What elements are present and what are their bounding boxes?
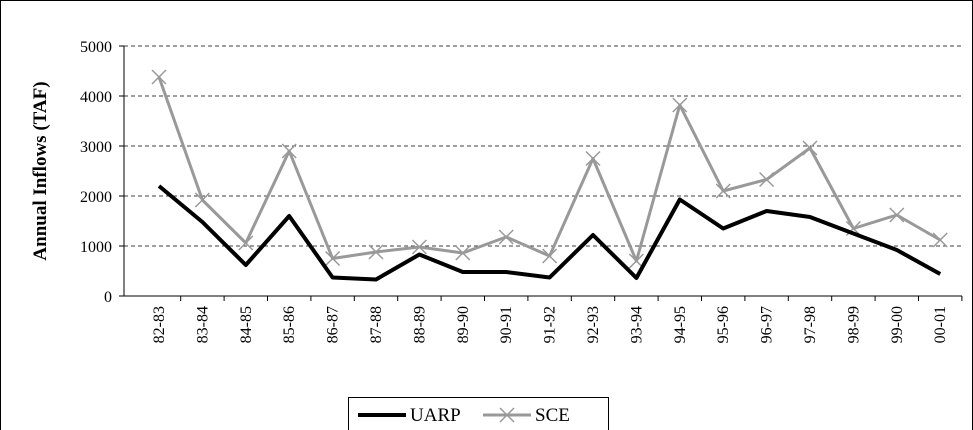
y-tick-label: 2000 — [80, 189, 112, 206]
marker — [542, 248, 558, 264]
marker — [889, 207, 905, 223]
marker — [281, 143, 297, 159]
legend-label: SCE — [535, 405, 570, 426]
marker — [238, 235, 254, 251]
x-tick-label: 97-98 — [802, 306, 819, 343]
x-tick-label: 89-90 — [455, 306, 472, 343]
x-tick-label: 90-91 — [498, 306, 515, 343]
x-tick-label: 85-86 — [281, 306, 298, 343]
x-tick-label: 96-97 — [759, 306, 776, 343]
marker — [411, 239, 427, 255]
marker — [759, 171, 775, 188]
x-tick-label: 99-00 — [889, 306, 906, 343]
x-tick-label: 86-87 — [325, 306, 342, 343]
marker — [325, 250, 341, 267]
x-tick-label: 83-84 — [194, 306, 211, 343]
marker — [932, 232, 948, 248]
marker — [194, 192, 210, 208]
legend-label: UARP — [410, 405, 461, 426]
y-tick-label: 4000 — [80, 89, 112, 106]
x-tick-label: 91-92 — [542, 306, 559, 343]
x-tick-label: 98-99 — [845, 306, 862, 343]
marker — [672, 97, 688, 113]
x-tick-label: 00-01 — [932, 306, 949, 343]
marker — [368, 244, 384, 260]
marker — [499, 407, 515, 423]
marker — [151, 69, 167, 85]
marker — [498, 229, 514, 245]
x-tick-label: 82-83 — [151, 306, 168, 343]
marker — [585, 150, 601, 167]
marker — [455, 245, 471, 261]
y-tick-label: 5000 — [80, 39, 112, 56]
y-tick-label: 1000 — [80, 239, 112, 256]
x-tick-label: 87-88 — [368, 306, 385, 343]
y-tick-label: 0 — [104, 289, 112, 306]
x-tick-label: 95-96 — [715, 306, 732, 343]
x-tick-label: 94-95 — [672, 306, 689, 343]
marker — [802, 140, 818, 156]
x-tick-label: 88-89 — [411, 306, 428, 343]
x-tick-label: 84-85 — [238, 306, 255, 343]
legend: UARP SCE — [348, 397, 609, 430]
y-tick-label: 3000 — [80, 139, 112, 156]
marker — [715, 183, 731, 199]
y-axis-label: Annual Inflows (TAF) — [30, 81, 51, 260]
series-line — [157, 184, 942, 282]
x-tick-label: 93-94 — [628, 306, 645, 343]
x-tick-label: 92-93 — [585, 306, 602, 343]
